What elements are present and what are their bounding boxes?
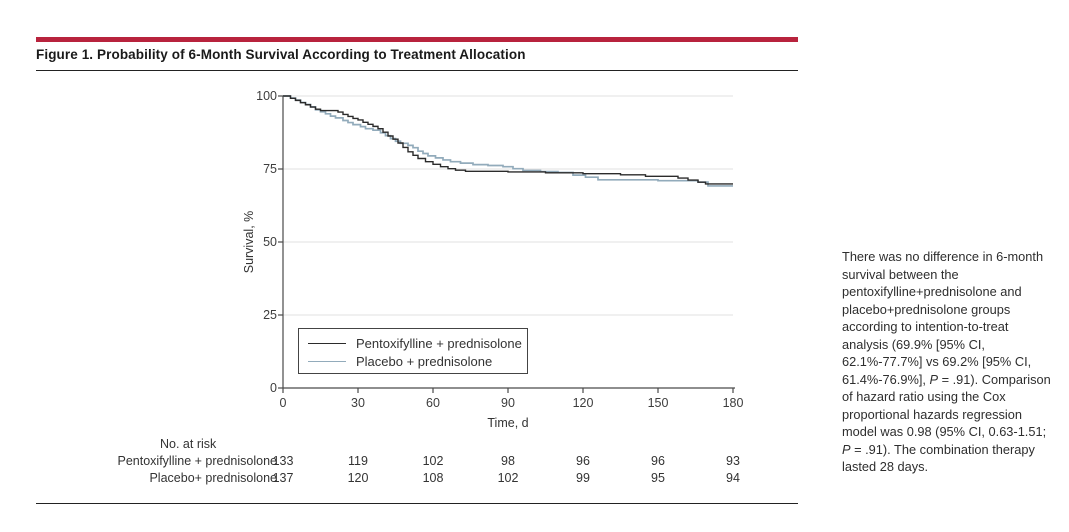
caption-line: of hazard ratio using the Cox (842, 389, 1006, 404)
x-tick-label: 150 (647, 396, 669, 410)
risk-count: 98 (501, 454, 515, 468)
caption-line: analysis (69.9% [95% CI, (842, 336, 985, 352)
caption-line: lasted 28 days. (842, 459, 929, 474)
risk-count: 95 (651, 471, 665, 485)
y-tick-label: 100 (256, 89, 277, 103)
caption-line: 61.4%-76.9%], P = .91). Comparison (842, 371, 1051, 387)
x-tick-label: 90 (501, 396, 515, 410)
caption-line: proportional hazards regression (842, 406, 1022, 422)
x-tick-label: 120 (572, 396, 594, 410)
risk-count: 94 (726, 471, 740, 485)
legend-entry-pentoxifylline: Pentoxifylline + prednisolone (308, 334, 527, 352)
risk-count: 102 (422, 454, 444, 468)
risk-count: 119 (348, 454, 368, 468)
caption-line: according to intention-to-treat (842, 319, 1009, 334)
caption-line: model was 0.98 (95% CI, 0.63-1.51; (842, 424, 1047, 439)
risk-count: 102 (497, 471, 519, 485)
risk-count: 99 (576, 471, 590, 485)
placebo-line-swatch (308, 360, 346, 362)
y-tick-label: 75 (263, 162, 277, 176)
series-line-pentoxifylline (283, 95, 733, 185)
x-tick-label: 0 (279, 396, 287, 410)
risk-count: 120 (347, 471, 369, 485)
pentoxifylline-line-swatch (308, 342, 346, 344)
bottom-rule (36, 503, 798, 504)
y-tick-label: 50 (263, 235, 277, 249)
x-tick-label: 60 (426, 396, 440, 410)
figure-title: Figure 1. Probability of 6-Month Surviva… (36, 47, 526, 62)
caption-line: placebo+prednisolone groups (842, 301, 1011, 317)
title-rule (36, 70, 798, 71)
caption-line: There was no difference in 6-month (842, 249, 1044, 264)
y-tick-label: 0 (270, 381, 277, 395)
caption-line: 62.1%-77.7%] vs 69.2% [95% CI, (842, 354, 1032, 369)
chart-legend: Pentoxifylline + prednisolone Placebo + … (298, 328, 528, 374)
risk-count: 108 (422, 471, 444, 485)
risk-count: 137 (272, 471, 294, 485)
x-axis-label: Time, d (487, 416, 529, 430)
y-tick-label: 25 (263, 308, 277, 322)
risk-row-label-pentoxifylline: Pentoxifylline + prednisolone (117, 454, 277, 468)
risk-count: 96 (651, 454, 665, 468)
risk-count: 96 (576, 454, 590, 468)
accent-bar (36, 37, 798, 42)
legend-label: Placebo + prednisolone (356, 353, 493, 369)
figure-caption: There was no difference in 6-month surviv… (842, 248, 1069, 476)
risk-count: 133 (272, 454, 294, 468)
risk-count: 93 (726, 454, 740, 468)
series-line-placebo (283, 95, 733, 187)
legend-label: Pentoxifylline + prednisolone (356, 335, 522, 351)
caption-line: P = .91). The combination therapy (842, 441, 1035, 457)
risk-table-heading: No. at risk (160, 437, 217, 451)
caption-line: survival between the (842, 266, 959, 282)
x-tick-label: 30 (351, 396, 365, 410)
risk-row-label-placebo: Placebo+ prednisolone (149, 471, 277, 485)
caption-line: pentoxifylline+prednisolone and (842, 284, 1022, 299)
legend-entry-placebo: Placebo + prednisolone (308, 352, 527, 370)
x-tick-label: 180 (722, 396, 744, 410)
